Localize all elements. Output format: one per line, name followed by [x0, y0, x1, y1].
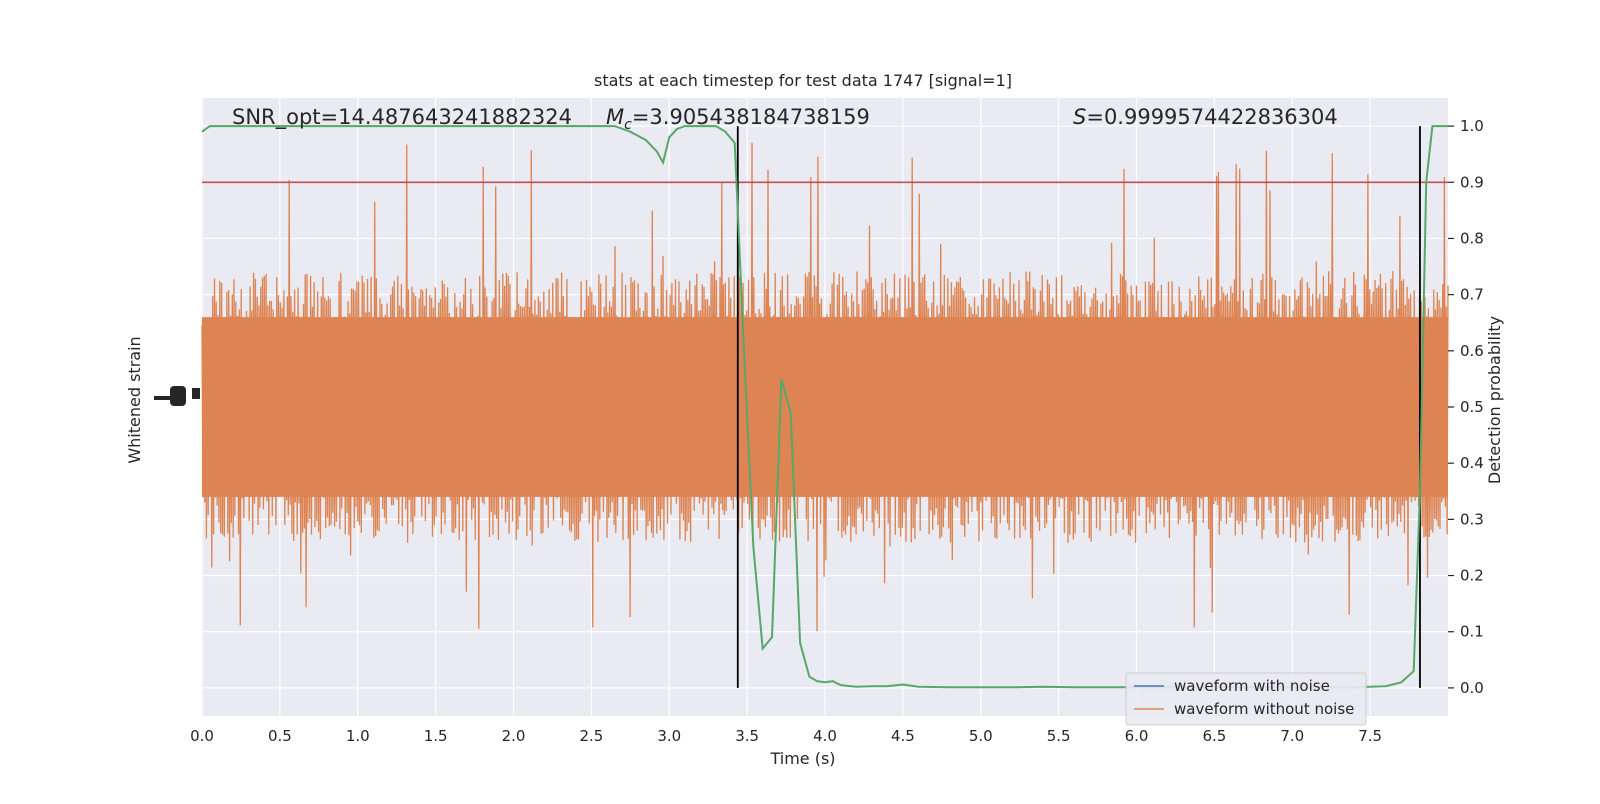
y-tick-label: 0.7	[1460, 286, 1484, 304]
y-tick-label: 0.4	[1460, 454, 1484, 472]
x-tick-label: 0.5	[268, 727, 292, 745]
legend-box	[1125, 672, 1367, 726]
y-tick-label: 1.0	[1460, 117, 1484, 135]
x-tick-label: 2.0	[502, 727, 526, 745]
x-tick-label: 7.5	[1358, 727, 1382, 745]
x-tick-label: 3.5	[735, 727, 759, 745]
legend-label-without-noise: waveform without noise	[1174, 700, 1354, 718]
left-tick-blob	[154, 396, 170, 400]
legend: waveform with noise waveform without noi…	[1125, 672, 1367, 726]
left-axis-overlapping-ticks	[154, 386, 200, 406]
snr-annotation: SNR_opt=14.487643241882324	[232, 105, 572, 130]
s-symbol: S	[1073, 105, 1086, 129]
legend-label-with-noise: waveform with noise	[1174, 677, 1330, 695]
y-tick-label: 0.3	[1460, 510, 1484, 528]
mc-annotation: Mc=3.905438184738159	[606, 105, 870, 133]
mc-value: =3.905438184738159	[632, 105, 870, 129]
chart-title: stats at each timestep for test data 174…	[594, 71, 1012, 90]
x-tick-label: 5.5	[1047, 727, 1071, 745]
y-tick-labels-right: 0.0 0.1 0.2 0.3 0.4 0.5 0.6 0.7 0.8 0.9 1.0	[1448, 117, 1484, 697]
x-tick-label: 5.0	[969, 727, 993, 745]
y-tick-label: 0.5	[1460, 398, 1484, 416]
x-tick-label: 4.0	[813, 727, 837, 745]
x-tick-label: 6.0	[1125, 727, 1149, 745]
s-annotation: S=0.9999574422836304	[1073, 105, 1338, 129]
left-tick-blob	[170, 386, 186, 406]
y-tick-label: 0.8	[1460, 229, 1484, 247]
mc-symbol: M	[606, 105, 624, 129]
x-tick-labels: 0.0 0.5 1.0 1.5 2.0 2.5 3.0 3.5 4.0 4.5 5.0 5.5 6.0 6…	[190, 727, 1382, 745]
y-tick-label: 0.9	[1460, 173, 1484, 191]
x-tick-label: 1.0	[346, 727, 370, 745]
x-tick-label: 2.5	[579, 727, 603, 745]
y-tick-label: 0.0	[1460, 679, 1484, 697]
y-tick-label: 0.6	[1460, 342, 1484, 360]
y-tick-label: 0.1	[1460, 623, 1484, 641]
waveform-without-noise-line	[201, 142, 1449, 632]
x-tick-label: 3.0	[657, 727, 681, 745]
x-tick-label: 0.0	[190, 727, 214, 745]
waveform-core-band	[202, 317, 1448, 497]
s-value: =0.9999574422836304	[1086, 105, 1337, 129]
x-axis-label: Time (s)	[769, 749, 835, 768]
x-tick-label: 1.5	[424, 727, 448, 745]
left-tick-blob	[192, 388, 200, 399]
x-tick-label: 4.5	[891, 727, 915, 745]
y-tick-label: 0.2	[1460, 567, 1484, 585]
y-axis-label-right: Detection probability	[1485, 316, 1504, 484]
x-tick-label: 6.5	[1202, 727, 1226, 745]
mc-subscript: c	[624, 117, 632, 133]
y-axis-label-left: Whitened strain	[125, 336, 144, 463]
x-tick-label: 7.0	[1280, 727, 1304, 745]
